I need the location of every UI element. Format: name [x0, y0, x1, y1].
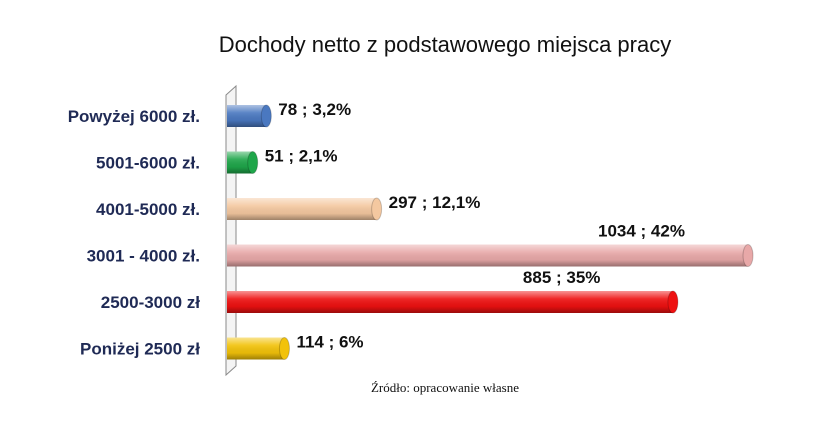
bar-shading [227, 244, 748, 267]
bar-3 [227, 244, 754, 267]
bar-shading [227, 105, 267, 127]
data-label: 51 ; 2,1% [265, 147, 338, 166]
category-label: 4001-5000 zł. [96, 200, 200, 219]
bar-cap [247, 151, 259, 174]
bars-group [227, 104, 754, 360]
axis-wall [225, 84, 237, 377]
bar-1 [227, 151, 259, 174]
bar-shading [227, 337, 285, 360]
data-label: 1034 ; 42% [598, 222, 685, 241]
category-label: 2500-3000 zł [101, 293, 201, 312]
bar-shading [227, 151, 253, 174]
bar-cap [278, 337, 290, 360]
bar-4 [227, 290, 679, 314]
chart-title: Dochody netto z podstawowego miejsca pra… [219, 32, 671, 57]
bar-cap [260, 104, 272, 128]
data-label: 114 ; 6% [296, 333, 363, 352]
data-labels: 78 ; 3,2% 51 ; 2,1% 297 ; 12,1% 1034 ; 42% 8… [265, 100, 685, 352]
bar-cap [667, 290, 679, 314]
category-label: Poniżej 2500 zł [80, 340, 200, 359]
data-label: 297 ; 12,1% [389, 193, 481, 212]
source-note: Źródło: opracowanie własne [371, 380, 519, 395]
category-labels: Powyżej 6000 zł. 5001-6000 zł. 4001-5000 z… [68, 107, 201, 359]
category-label: 3001 - 4000 zł. [87, 247, 200, 266]
bar-2 [227, 197, 383, 221]
bar-shading [227, 198, 377, 220]
data-label: 78 ; 3,2% [278, 100, 351, 119]
category-label: 5001-6000 zł. [96, 154, 200, 173]
bar-cap [371, 197, 383, 221]
data-label: 885 ; 35% [523, 268, 601, 287]
bar-shading [227, 291, 673, 313]
bar-0 [227, 104, 272, 128]
bar-5 [227, 337, 290, 360]
bar-cap [742, 244, 754, 267]
category-label: Powyżej 6000 zł. [68, 107, 200, 126]
